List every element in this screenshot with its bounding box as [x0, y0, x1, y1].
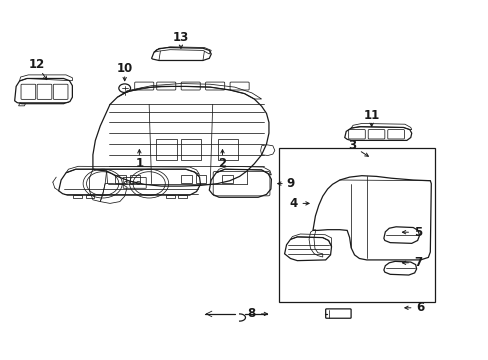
Bar: [181, 139, 201, 160]
Text: 11: 11: [363, 109, 379, 122]
Bar: [181, 175, 191, 183]
Text: 9: 9: [286, 177, 294, 190]
Text: 5: 5: [413, 226, 421, 239]
Bar: [129, 175, 140, 183]
Text: 10: 10: [116, 62, 133, 75]
Bar: [195, 175, 206, 183]
Bar: [222, 175, 233, 183]
Text: 4: 4: [289, 197, 297, 210]
Text: 12: 12: [28, 58, 45, 71]
Text: 1: 1: [135, 157, 143, 170]
Bar: [217, 139, 238, 160]
Text: 7: 7: [413, 256, 421, 269]
Bar: [278, 148, 434, 302]
Text: 6: 6: [416, 301, 424, 314]
Text: 13: 13: [172, 31, 189, 44]
Bar: [156, 139, 177, 160]
Text: 3: 3: [347, 139, 355, 152]
Text: 2: 2: [218, 157, 226, 170]
Text: 8: 8: [247, 307, 255, 320]
Bar: [115, 175, 125, 183]
